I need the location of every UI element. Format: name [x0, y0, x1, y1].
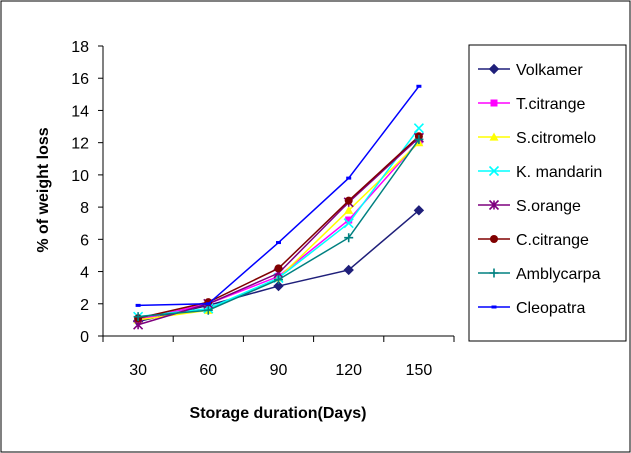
- legend-marker: [488, 165, 500, 177]
- legend-marker: [489, 132, 499, 141]
- y-tick-label: 18: [71, 39, 89, 56]
- series-cleopatra: [135, 84, 422, 307]
- y-tick-label: 12: [71, 136, 89, 153]
- legend-item: S.orange: [478, 198, 581, 215]
- x-axis-title: Storage duration(Days): [190, 405, 367, 422]
- data-point: [274, 264, 283, 273]
- legend-marker: [491, 305, 497, 309]
- data-point: [343, 264, 354, 276]
- legend-marker: [489, 268, 499, 278]
- legend-box: [468, 44, 627, 342]
- legend-label: Cleopatra: [516, 300, 585, 317]
- data-point: [273, 280, 284, 292]
- legend-item: T.citrange: [478, 96, 585, 113]
- legend-marker: [488, 199, 500, 211]
- legend: Volkamer T.citrange S.citromelo K. mandarin…: [478, 62, 602, 317]
- y-axis-ticks: 0 2 4 6 8 10 12 14 16 18: [71, 39, 103, 346]
- data-point: [414, 134, 424, 144]
- x-tick-label: 60: [199, 362, 217, 379]
- legend-label: Volkamer: [516, 62, 583, 79]
- legend-item: K. mandarin: [478, 164, 602, 181]
- legend-label: T.citrange: [516, 96, 585, 113]
- x-axis-ticks: 30 60 90 120 150: [102, 336, 455, 379]
- data-point: [135, 303, 141, 307]
- data-point: [276, 241, 281, 245]
- series-layer: [132, 84, 425, 330]
- data-point: [413, 205, 425, 216]
- y-tick-label: 2: [80, 297, 89, 314]
- y-tick-label: 8: [80, 200, 89, 217]
- legend-label: C.citrange: [516, 232, 589, 249]
- data-point: [344, 205, 354, 214]
- legend-marker: [490, 235, 498, 243]
- legend-label: S.citromelo: [516, 130, 596, 147]
- y-tick-label: 4: [80, 265, 89, 282]
- y-axis-title: % of weight loss: [35, 127, 52, 252]
- y-tick-label: 0: [80, 329, 89, 346]
- legend-label: Amblycarpa: [516, 266, 601, 283]
- data-point: [274, 275, 283, 285]
- y-tick-label: 10: [71, 168, 89, 185]
- legend-item: Cleopatra: [478, 300, 585, 317]
- y-tick-label: 16: [71, 71, 89, 88]
- data-point: [133, 312, 143, 322]
- y-tick-label: 6: [80, 232, 89, 249]
- data-point: [344, 233, 354, 243]
- data-point: [416, 84, 422, 88]
- x-tick-label: 150: [406, 362, 433, 379]
- legend-marker: [488, 63, 500, 75]
- x-tick-label: 120: [335, 362, 362, 379]
- data-point: [205, 302, 211, 306]
- legend-item: Amblycarpa: [478, 266, 601, 283]
- data-point: [344, 196, 353, 205]
- data-point: [413, 123, 424, 134]
- data-point: [345, 216, 353, 224]
- data-point: [203, 305, 213, 315]
- legend-item: Volkamer: [478, 62, 583, 79]
- legend-item: C.citrange: [478, 232, 589, 249]
- x-tick-label: 30: [129, 362, 147, 379]
- legend-label: S.orange: [516, 198, 581, 215]
- data-point: [343, 218, 354, 229]
- series-amblycarpa: [133, 134, 424, 322]
- legend-label: K. mandarin: [516, 164, 602, 181]
- legend-item: S.citromelo: [478, 130, 596, 147]
- y-tick-label: 14: [71, 103, 89, 120]
- data-point: [346, 176, 352, 180]
- x-tick-label: 90: [270, 362, 288, 379]
- legend-marker: [490, 99, 498, 107]
